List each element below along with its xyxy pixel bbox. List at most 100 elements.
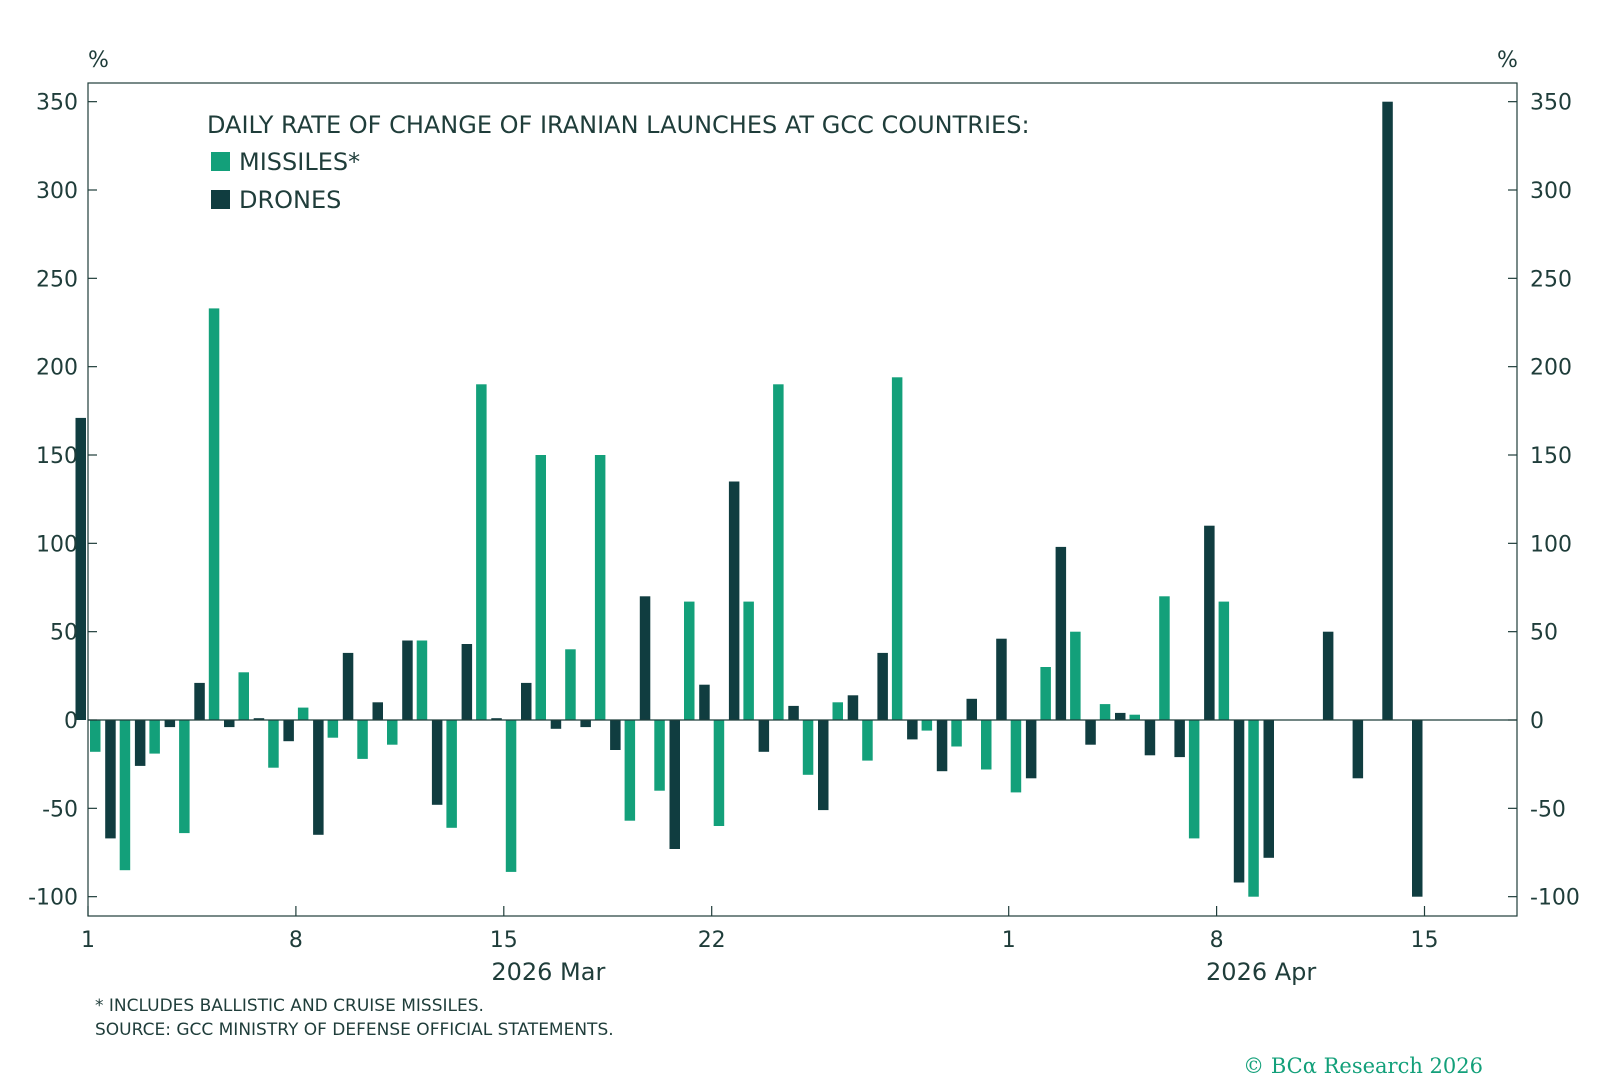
legend-swatch-drones <box>211 190 230 209</box>
missiles-bar-day-25 <box>802 720 814 775</box>
drones-bar-day-21 <box>669 720 680 849</box>
y-tick-label-right: 250 <box>1530 267 1572 292</box>
missiles-bar-day-12 <box>416 640 428 720</box>
y-tick-label-right: 350 <box>1530 91 1572 116</box>
missiles-bar-day-38 <box>1188 720 1200 839</box>
drones-bar-day-19 <box>610 720 621 750</box>
drones-bar-day-45 <box>1382 101 1393 720</box>
drones-bar-day-1 <box>75 417 86 720</box>
y-tick-label-left: 350 <box>36 91 78 116</box>
drones-bar-day-30 <box>936 720 948 772</box>
missiles-bar-day-13 <box>446 720 457 828</box>
drones-bar-day-11 <box>372 702 383 720</box>
y-tick-label-right: 0 <box>1530 709 1544 734</box>
legend-label-missiles: MISSILES* <box>239 148 360 176</box>
drones-bar-day-40 <box>1233 720 1245 883</box>
drones-bar-day-2 <box>105 720 116 839</box>
y-tick-label-right: 100 <box>1530 532 1572 557</box>
x-tick-label: 1 <box>1002 928 1016 953</box>
drones-bar-day-25 <box>788 705 799 720</box>
y-tick-label-right: 50 <box>1530 621 1558 646</box>
drones-bar-day-5 <box>194 682 205 720</box>
y-tick-label-left: 0 <box>64 709 78 734</box>
drones-bar-day-34 <box>1055 546 1067 720</box>
drones-bar-day-37 <box>1144 720 1156 756</box>
legend-swatch-missiles <box>211 152 230 171</box>
drones-bar-day-18 <box>580 720 591 728</box>
drones-bar-day-32 <box>996 638 1007 720</box>
missiles-bar-day-21 <box>684 601 695 720</box>
drones-bar-day-20 <box>639 596 651 720</box>
y-tick-label-left: 300 <box>36 179 78 204</box>
legend: DAILY RATE OF CHANGE OF IRANIAN LAUNCHES… <box>207 111 1030 214</box>
missiles-bar-day-34 <box>1070 631 1081 720</box>
x-tick-label: 15 <box>490 928 518 953</box>
missiles-bar-day-29 <box>921 720 933 731</box>
y-tick-label-left: 250 <box>36 267 78 292</box>
y-tick-label-right: 150 <box>1530 444 1572 469</box>
drones-bar-day-10 <box>342 652 354 720</box>
drones-bar-day-39 <box>1204 525 1215 720</box>
missiles-bar-day-39 <box>1218 601 1230 720</box>
footnote: * INCLUDES BALLISTIC AND CRUISE MISSILES… <box>95 996 484 1016</box>
missiles-bar-day-3 <box>149 720 160 754</box>
drones-bar-day-41 <box>1263 720 1274 858</box>
missiles-bar-day-37 <box>1159 596 1170 720</box>
missiles-bar-day-24 <box>773 384 784 720</box>
y-unit-left: % <box>88 48 109 73</box>
drones-bar-day-33 <box>1025 720 1037 779</box>
y-tick-label-left: 200 <box>36 356 78 381</box>
drones-bar-day-12 <box>402 640 413 720</box>
y-tick-label-left: -100 <box>28 886 78 911</box>
missiles-bar-day-5 <box>208 308 220 720</box>
drones-bar-day-13 <box>431 720 443 805</box>
missiles-bar-day-10 <box>357 720 368 759</box>
missiles-bar-day-15 <box>505 720 517 872</box>
y-tick-label-left: 50 <box>50 621 78 646</box>
plot-frame <box>87 82 1518 917</box>
drones-bar-day-22 <box>699 684 710 720</box>
drones-bar-day-28 <box>877 652 888 720</box>
y-tick-label-left: 100 <box>36 532 78 557</box>
x-tick-label: 8 <box>289 928 303 953</box>
missiles-bar-day-8 <box>297 707 309 720</box>
drones-bar-day-14 <box>461 644 473 720</box>
drones-bar-day-44 <box>1352 720 1364 779</box>
drones-bar-day-46 <box>1412 720 1423 897</box>
missiles-bar-day-4 <box>179 720 190 834</box>
drones-bar-day-9 <box>313 720 324 835</box>
drones-bar-day-43 <box>1322 631 1334 720</box>
missiles-bar-day-14 <box>476 384 487 720</box>
missiles-bar-day-19 <box>624 720 636 821</box>
x-month-label: 2026 Mar <box>491 958 605 986</box>
y-tick-label-right: 200 <box>1530 356 1572 381</box>
drones-bar-day-31 <box>966 698 977 720</box>
y-tick-label-left: 150 <box>36 444 78 469</box>
x-month-label: 2026 Apr <box>1206 958 1316 986</box>
drones-bar-day-6 <box>224 720 235 728</box>
drones-bar-day-8 <box>283 720 294 742</box>
drones-bar-day-24 <box>758 720 770 752</box>
drones-bar-day-36 <box>1115 712 1126 720</box>
missiles-bar-day-1 <box>90 720 101 752</box>
source-note: SOURCE: GCC MINISTRY OF DEFENSE OFFICIAL… <box>95 1020 614 1040</box>
missiles-bar-day-20 <box>654 720 665 791</box>
missiles-bar-day-6 <box>238 672 249 720</box>
x-tick-label: 1 <box>81 928 95 953</box>
x-tick-label: 22 <box>698 928 726 953</box>
missiles-bar-day-32 <box>1010 720 1022 793</box>
drones-bar-day-35 <box>1085 720 1096 745</box>
drones-bar-day-38 <box>1174 720 1185 758</box>
drones-bar-day-3 <box>134 720 146 766</box>
missiles-bar-day-18 <box>594 455 606 720</box>
missiles-bar-day-31 <box>981 720 992 770</box>
y-tick-label-right: -100 <box>1530 886 1580 911</box>
missiles-bar-day-2 <box>119 720 131 871</box>
legend-title: DAILY RATE OF CHANGE OF IRANIAN LAUNCHES… <box>207 111 1030 139</box>
missiles-bar-day-23 <box>743 601 754 720</box>
y-tick-label-right: -50 <box>1530 797 1566 822</box>
missiles-bar-day-28 <box>891 377 903 720</box>
missiles-bar-day-33 <box>1040 667 1051 720</box>
